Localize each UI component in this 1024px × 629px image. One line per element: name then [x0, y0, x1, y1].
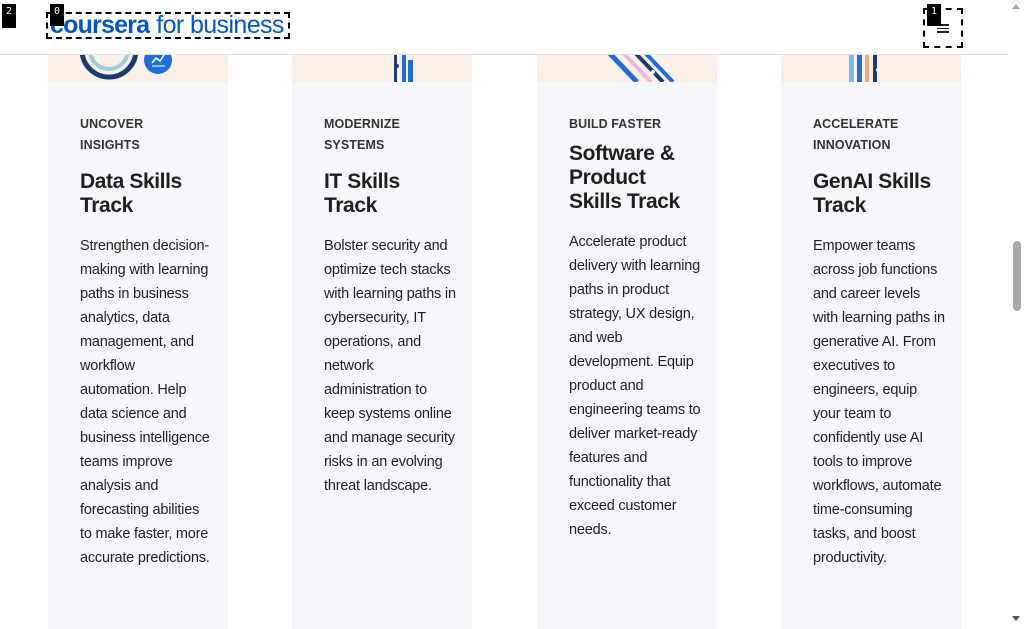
scroll-down-arrow-icon[interactable]: [1012, 616, 1020, 621]
coursera-for-business-logo-link[interactable]: coursera for business: [46, 12, 290, 39]
logo-subtitle: for business: [156, 12, 284, 39]
scrollbar-thumb[interactable]: [1013, 241, 1021, 311]
card-software-product-skills[interactable]: BUILD FASTER Software & Product Skills T…: [537, 0, 717, 629]
element-marker: 1: [927, 4, 941, 26]
card-body: UNCOVER INSIGHTS Data Skills Track Stren…: [48, 82, 228, 629]
card-it-skills[interactable]: MODERNIZE SYSTEMS IT Skills Track Bolste…: [292, 0, 472, 629]
card-description: Accelerate product delivery with learnin…: [569, 234, 701, 538]
card-title: GenAI Skills Track: [813, 170, 931, 217]
vertical-scrollbar[interactable]: [1009, 0, 1024, 629]
card-body: BUILD FASTER Software & Product Skills T…: [537, 82, 717, 629]
hamburger-menu-icon: [937, 24, 949, 33]
card-title: Software & Product Skills Track: [569, 142, 680, 213]
card-eyebrow: ACCELERATE INNOVATION: [813, 117, 899, 152]
card-data-skills[interactable]: UNCOVER INSIGHTS Data Skills Track Stren…: [48, 0, 228, 629]
scroll-up-arrow-icon[interactable]: [1012, 4, 1020, 9]
card-eyebrow: UNCOVER INSIGHTS: [80, 117, 144, 152]
card-body: ACCELERATE INNOVATION GenAI Skills Track…: [781, 82, 961, 629]
site-header: coursera for business: [0, 0, 1009, 55]
card-title: IT Skills Track: [324, 170, 400, 217]
card-description: Strengthen decision-making with learning…: [80, 238, 210, 566]
element-marker: 2: [2, 4, 16, 28]
card-eyebrow: BUILD FASTER: [569, 117, 662, 131]
element-marker: 0: [50, 4, 64, 26]
genai-icon: [849, 40, 880, 82]
logo-wordmark: coursera: [50, 12, 150, 39]
card-description: Bolster security and optimize tech stack…: [324, 238, 456, 494]
card-genai-skills[interactable]: ACCELERATE INNOVATION GenAI Skills Track…: [781, 0, 961, 629]
card-description: Empower teams across job functions and c…: [813, 238, 945, 566]
card-title: Data Skills Track: [80, 170, 182, 217]
skills-tracks-grid: UNCOVER INSIGHTS Data Skills Track Stren…: [48, 0, 961, 629]
card-eyebrow: MODERNIZE SYSTEMS: [324, 117, 400, 152]
card-body: MODERNIZE SYSTEMS IT Skills Track Bolste…: [292, 82, 472, 629]
